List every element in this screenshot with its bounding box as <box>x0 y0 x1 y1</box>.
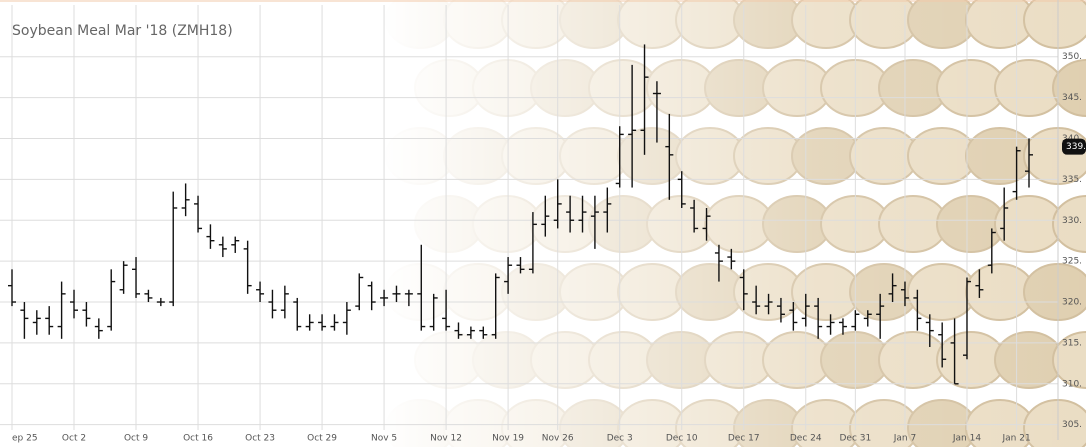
x-tick-label: Dec 10 <box>666 434 698 444</box>
x-tick-label: Oct 29 <box>307 434 337 444</box>
last-price-tag <box>1062 138 1086 155</box>
x-tick-label: Nov 5 <box>371 434 397 444</box>
y-tick-label: 325. <box>1062 257 1082 267</box>
chart-title: Soybean Meal Mar '18 (ZMH18) <box>12 23 233 39</box>
y-tick-label: 315. <box>1062 338 1082 348</box>
x-tick-label: Dec 31 <box>839 434 871 444</box>
y-tick-label: 320. <box>1062 298 1082 308</box>
y-tick-label: 345. <box>1062 93 1082 103</box>
x-tick-label: Dec 17 <box>728 434 760 444</box>
x-tick-label: Nov 19 <box>492 434 524 444</box>
x-tick-label: Oct 9 <box>124 434 148 444</box>
x-tick-label: Dec 3 <box>607 434 633 444</box>
x-tick-label: Nov 26 <box>542 434 574 444</box>
last-price-label: 339. <box>1066 142 1086 152</box>
x-tick-label: Nov 12 <box>430 434 462 444</box>
y-tick-label: 335. <box>1062 175 1082 185</box>
y-tick-label: 305. <box>1062 420 1082 430</box>
x-tick-label: ep 25 <box>12 434 38 444</box>
x-tick-label: Oct 16 <box>183 434 213 444</box>
x-tick-label: Oct 2 <box>62 434 86 444</box>
x-tick-label: Jan 14 <box>952 434 981 444</box>
y-tick-label: 350. <box>1062 52 1082 62</box>
x-tick-label: Jan 7 <box>893 434 916 444</box>
x-tick-label: Jan 21 <box>1002 434 1031 444</box>
x-tick-label: Dec 24 <box>790 434 822 444</box>
y-tick-label: 330. <box>1062 216 1082 226</box>
x-tick-label: Oct 23 <box>245 434 275 444</box>
y-tick-label: 310. <box>1062 379 1082 389</box>
